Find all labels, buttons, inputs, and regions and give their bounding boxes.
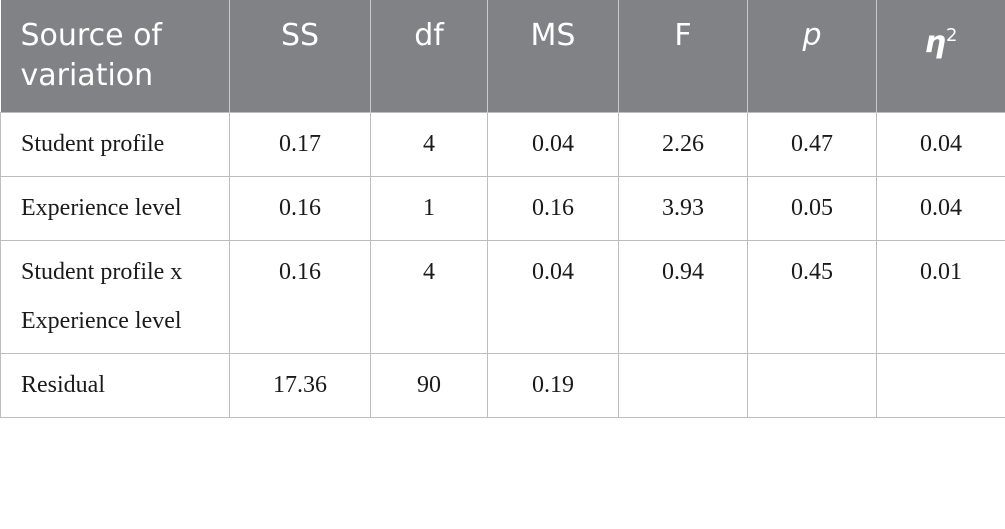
cell: 3.93: [618, 176, 748, 241]
table-row: Student profile x Experience level 0.16 4 0…: [0, 240, 1005, 354]
cell: 0.94: [618, 240, 748, 354]
cell: 0.04: [487, 240, 619, 354]
cell: 0.45: [747, 240, 877, 354]
cell: 90: [370, 353, 488, 418]
cell: 1: [370, 176, 488, 241]
header-cell: Source of variation: [0, 0, 230, 113]
empty-cell: [747, 353, 877, 418]
header-superscript: 2: [945, 25, 958, 46]
cell: 0.01: [876, 240, 1005, 354]
header-symbol: η: [924, 25, 946, 60]
row-label: Residual: [0, 353, 230, 418]
header-cell: p: [747, 0, 877, 113]
cell: 0.04: [876, 176, 1005, 241]
empty-cell: [876, 353, 1005, 418]
cell: 0.16: [487, 176, 619, 241]
header-cell: SS: [229, 0, 371, 113]
cell: 0.04: [487, 112, 619, 177]
cell: 0.04: [876, 112, 1005, 177]
cell: 0.17: [229, 112, 371, 177]
table-row: Student profile 0.17 4 0.04 2.26 0.47 0.04: [0, 112, 1005, 177]
cell: 0.47: [747, 112, 877, 177]
header-cell: η2: [876, 0, 1005, 113]
row-label: Experience level: [0, 176, 230, 241]
row-label: Student profile x Experience level: [0, 240, 230, 354]
row-label: Student profile: [0, 112, 230, 177]
header-cell: MS: [487, 0, 619, 113]
cell: 2.26: [618, 112, 748, 177]
header-cell: df: [370, 0, 488, 113]
cell: 4: [370, 112, 488, 177]
cell: 0.16: [229, 176, 371, 241]
table-body: Student profile 0.17 4 0.04 2.26 0.47 0.04 Expe…: [0, 112, 1005, 418]
empty-cell: [618, 353, 748, 418]
cell: 0.16: [229, 240, 371, 354]
table-row: Experience level 0.16 1 0.16 3.93 0.05 0.04: [0, 176, 1005, 241]
table-row: Residual 17.36 90 0.19: [0, 353, 1005, 418]
cell: 0.05: [747, 176, 877, 241]
cell: 17.36: [229, 353, 371, 418]
header-cell: F: [618, 0, 748, 113]
cell: 0.19: [487, 353, 619, 418]
cell: 4: [370, 240, 488, 354]
